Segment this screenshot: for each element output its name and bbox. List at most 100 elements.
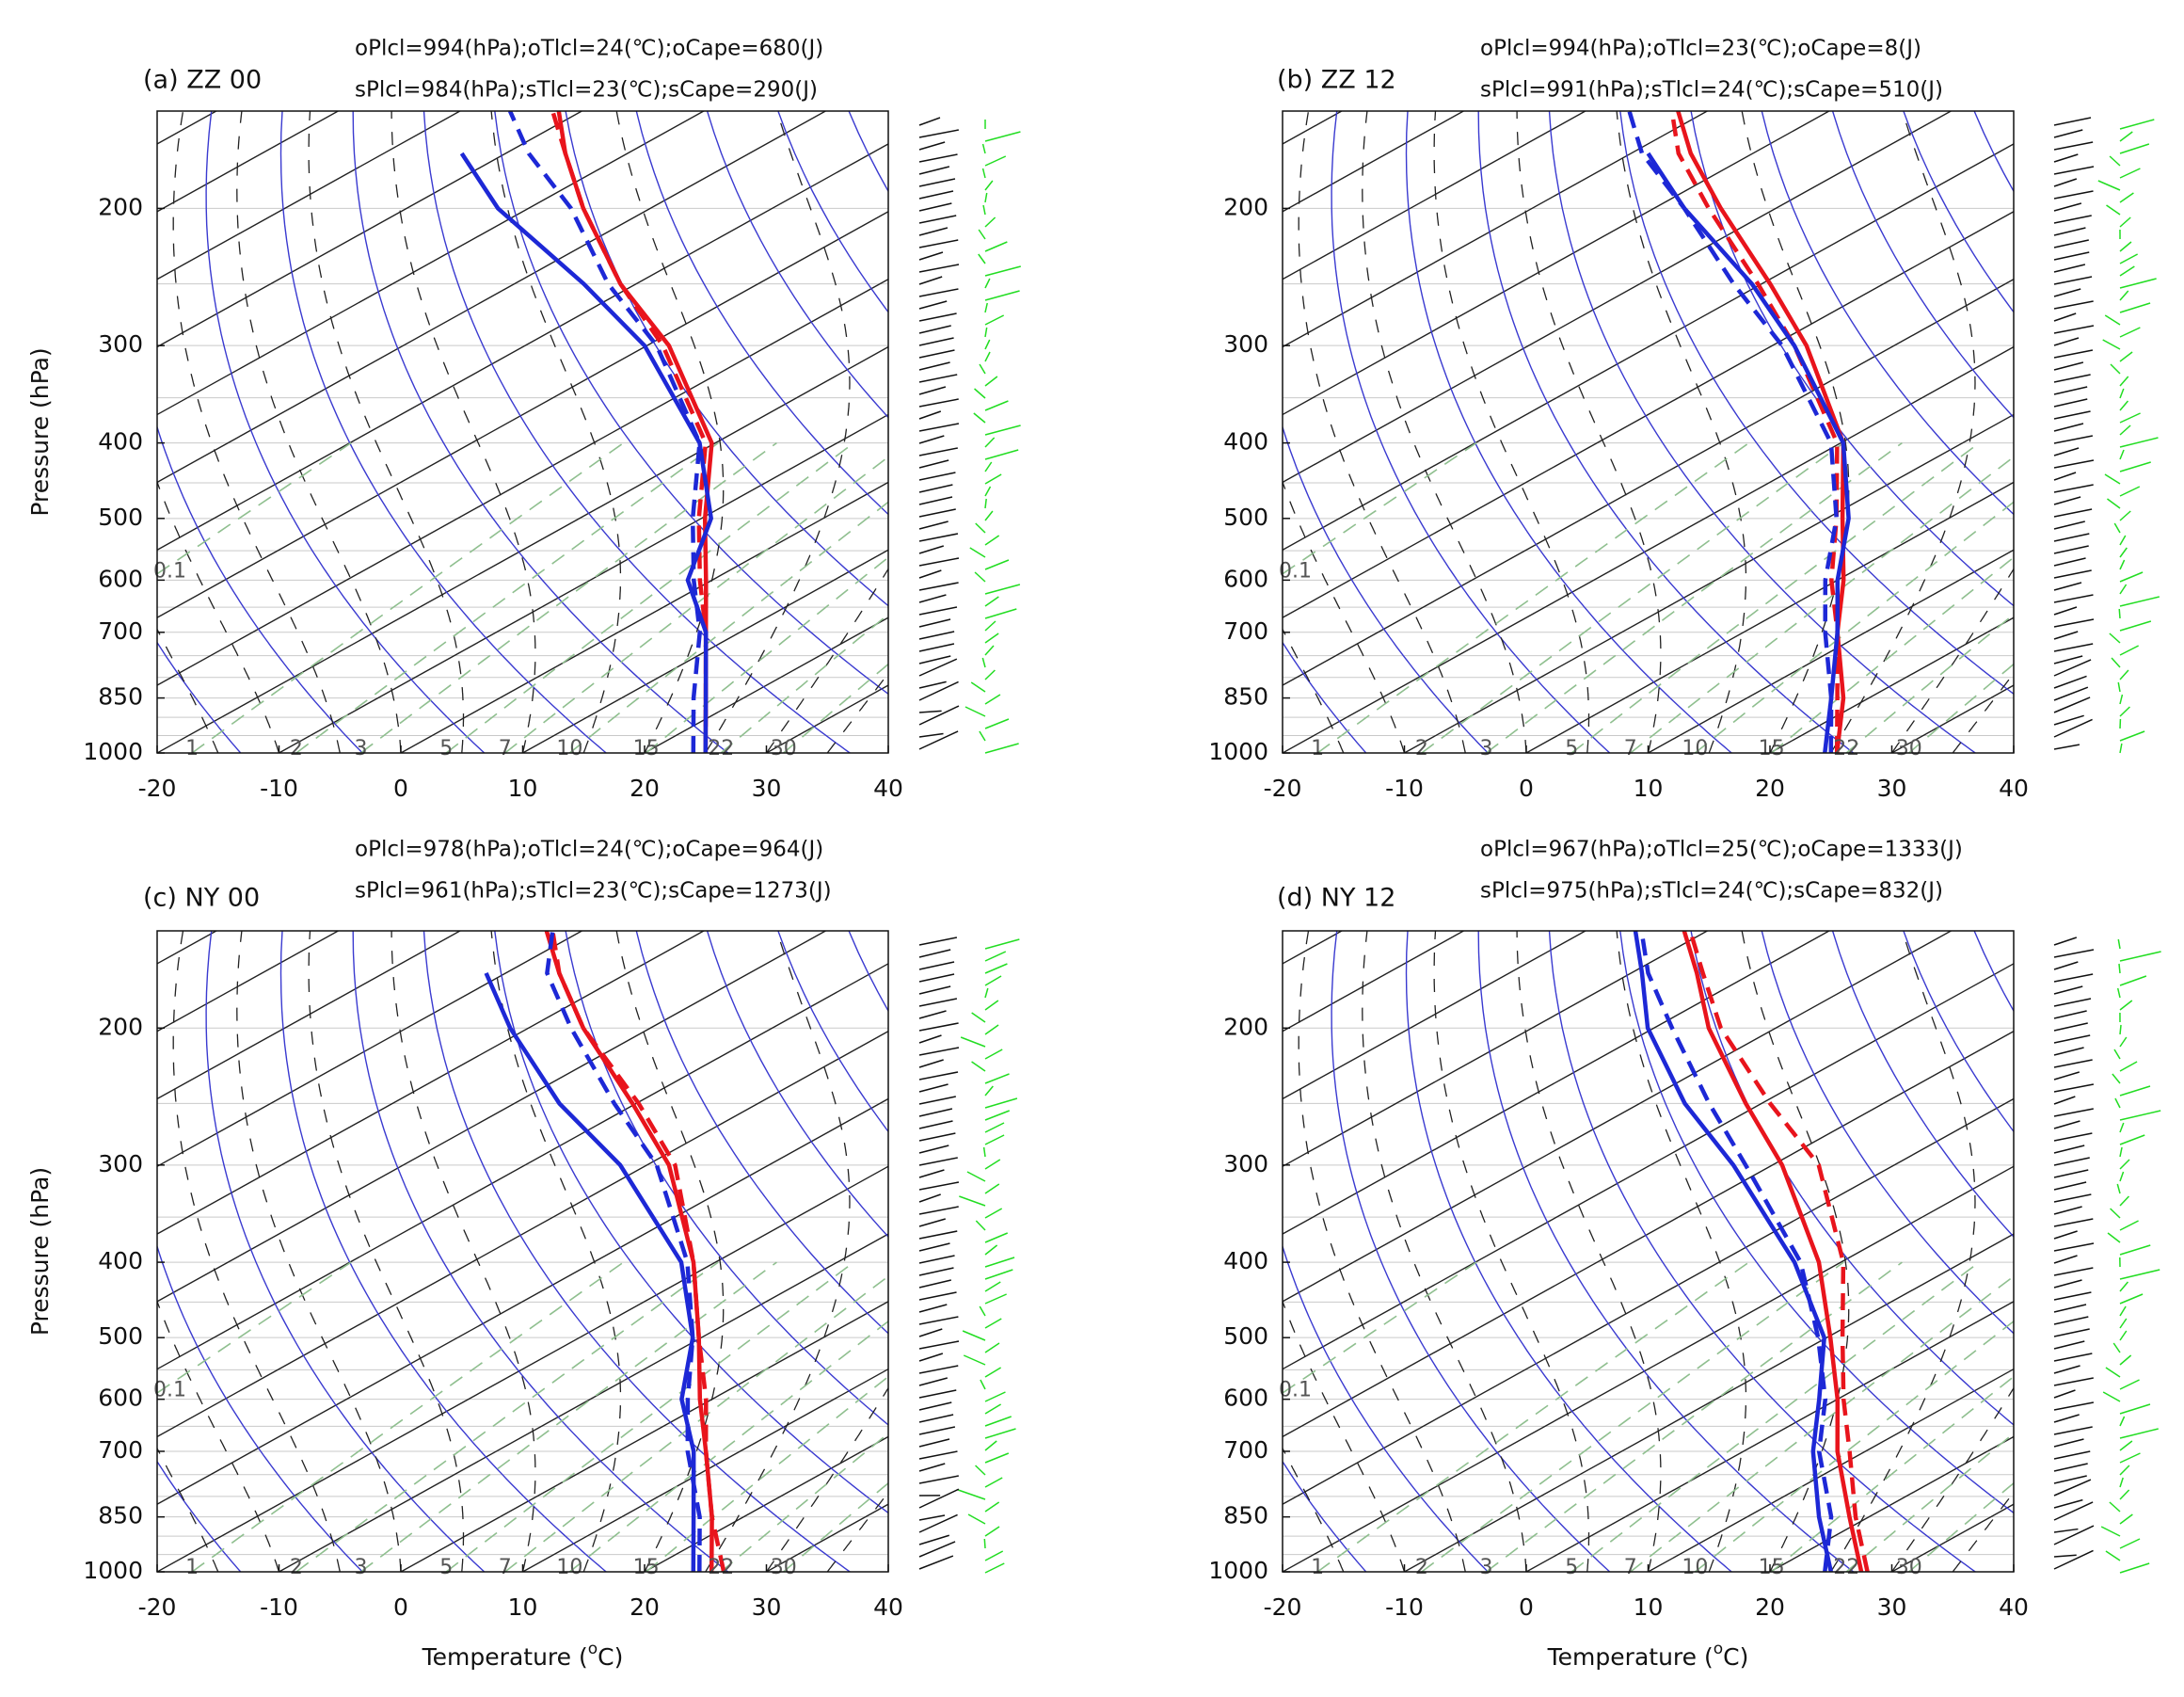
wind-barb [918,1071,959,1081]
wind-barb [918,1279,951,1289]
annotation: oPlcl=967(hPa);oTlcl=25(℃);oCape=1333(J) [1480,838,1963,862]
wind-barb [918,1291,957,1301]
profile-line [550,111,709,753]
wind-barb [2053,337,2080,346]
wind-barb-sim [984,473,1002,485]
wind-barb [2053,166,2095,175]
moist-adiabat [1952,672,2014,753]
wind-barb-sim [2119,1269,2160,1280]
wind-barb-sim [2119,376,2129,387]
wind-barb [2053,675,2087,689]
moist-adiabat [887,1570,888,1572]
dry-adiabat [1690,111,2014,607]
isotherm [1283,111,1709,348]
dry-adiabat [352,111,729,753]
wind-barb [2053,1479,2092,1497]
mixing-ratio-label: 0.1 [1279,559,1312,583]
wind-barb-sim [2119,596,2160,607]
isotherm [1283,210,2014,618]
wind-barb-sim [984,1232,1009,1243]
wind-barb [2053,508,2093,518]
dry-adiabat [1465,88,2184,753]
dry-adiabat [1283,1460,1367,1572]
wind-barb [2053,1083,2095,1093]
wind-barb-sim [971,1012,986,1023]
wind-barb-sim [984,694,1001,705]
y-axis-label: Pressure (hPa) [26,1167,54,1336]
wind-barb-sim [979,730,986,742]
mixing-ratio-line [295,1261,719,1572]
wind-barb-sim [959,1195,986,1207]
isotherm [1283,931,1953,1303]
wind-barb-sim [2119,694,2124,705]
moist-adiabat [1616,931,1747,1572]
dry-adiabat [1283,1243,1489,1572]
isotherm [1283,111,1953,484]
wind-barb-sim [2119,216,2131,228]
wind-barb [918,1513,958,1533]
x-tick-label: -20 [138,775,177,802]
wind-barb [918,117,941,126]
mixing-ratio-label: 2 [1415,737,1428,760]
moist-adiabat [308,111,465,753]
dry-adiabat [1283,424,1489,753]
moist-adiabat [490,111,622,753]
wind-barb [2053,1132,2093,1142]
wind-barb-sim [984,498,987,509]
wind-barb-sim [2117,681,2121,693]
wind-barb [2053,386,2088,395]
y-tick-label: 700 [1223,617,1268,645]
wind-barb [918,166,950,175]
isotherm [2013,752,2014,753]
wind-barb-sim [984,155,1007,167]
wind-barb [918,190,954,200]
wind-barb-sim [984,327,988,338]
wind-barb-sim [981,143,986,154]
wind-barb-sim [2119,1110,2161,1121]
dry-adiabat [157,1243,363,1572]
wind-barb-sim [984,1452,1010,1464]
wind-barb-sim [984,241,1008,252]
isotherm [400,1301,888,1572]
wind-barb-sim [984,278,991,289]
dry-adiabat [1283,641,1367,753]
dry-adiabat [1048,88,1947,753]
mixing-ratio-line [157,441,352,575]
mixing-ratio-line [720,613,888,753]
moist-adiabat [1616,111,1747,753]
wind-barb [2053,961,2079,970]
dry-adiabat [1326,88,2184,753]
wind-barb-sim [2119,131,2133,142]
wind-barb [918,1083,949,1093]
isotherm [157,111,583,348]
wind-barb [2053,520,2085,530]
dry-adiabat [1973,931,2014,1013]
dry-adiabat [352,931,729,1572]
x-tick-label: 0 [393,1593,408,1621]
wind-barb-sim [984,424,1021,436]
moist-adiabat [172,111,341,753]
dry-adiabat [2104,88,2184,753]
wind-barb [918,472,956,481]
wind-barb-sim [984,1281,1001,1292]
wind-barb-sim [2112,1073,2121,1084]
moist-adiabat [236,931,402,1572]
wind-barb-sim [979,1305,986,1317]
mixing-ratio-label: 15 [1759,737,1785,760]
wind-barb-sim [2104,473,2121,485]
wind-barb [2053,484,2094,493]
axes-frame [156,110,889,754]
wind-barb-sim [2119,168,2141,179]
x-tick-label: 30 [752,1593,782,1621]
y-tick-label: 200 [1223,193,1268,220]
wind-barb-sim [975,1465,986,1476]
wind-barb-sim [981,657,986,668]
dry-adiabat [279,931,607,1572]
isotherm [887,1571,888,1572]
moist-adiabat [1362,931,1527,1572]
wind-barb-sim [2106,204,2121,216]
wind-barb [2053,264,2086,273]
wind-barb-sim [984,620,996,632]
wind-barb [2053,1218,2094,1227]
